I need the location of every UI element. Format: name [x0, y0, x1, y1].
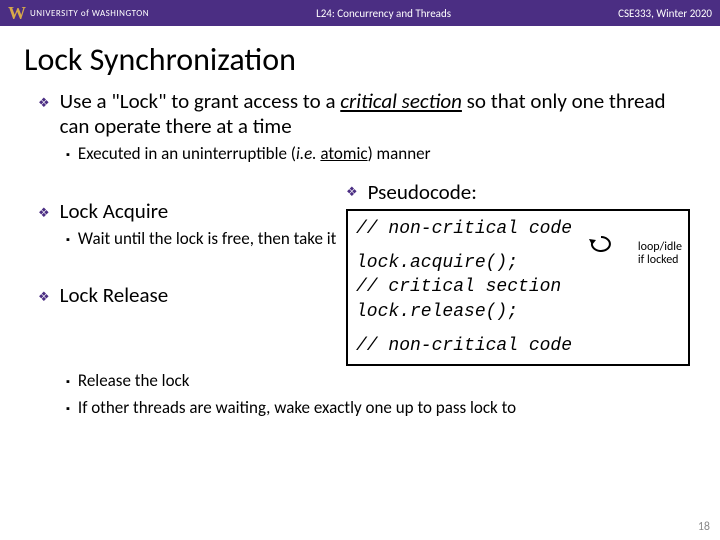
release-sub-bullets: ▪ Release the lock ▪ If other threads ar… [38, 370, 690, 419]
diamond-icon: ❖ [38, 96, 50, 111]
bullet-lock-intro: ❖ Use a "Lock" to grant access to a crit… [38, 89, 690, 139]
acquire-sub-text: Wait until the lock is free, then take i… [78, 228, 336, 249]
release-sub2-text: If other threads are waiting, wake exact… [78, 397, 516, 418]
course-label: CSE333, Winter 2020 [618, 7, 712, 20]
code-line: // non-critical code [356, 334, 680, 358]
uw-logo: W UNIVERSITY of WASHINGTON [8, 3, 149, 24]
code-line: lock.acquire(); [356, 251, 680, 275]
square-icon: ▪ [66, 233, 70, 246]
square-icon: ▪ [66, 402, 70, 415]
loop-annotation: loop/idle if locked [638, 241, 682, 267]
sub-bullet-acquire: ▪ Wait until the lock is free, then take… [66, 228, 338, 249]
code-line: lock.release(); [356, 300, 680, 324]
uw-w-icon: W [8, 3, 26, 24]
square-icon: ▪ [66, 148, 70, 161]
page-number: 18 [698, 520, 710, 534]
pseudocode-box: // non-critical code lock.acquire(); // … [346, 209, 690, 366]
right-column: ❖ Pseudocode: // non-critical code lock.… [346, 179, 690, 366]
slide-body: ❖ Use a "Lock" to grant access to a crit… [0, 89, 720, 419]
diamond-icon: ❖ [346, 185, 358, 200]
slide-title: Lock Synchronization [0, 26, 720, 89]
bullet-acquire: ❖ Lock Acquire [38, 199, 338, 224]
left-column: ❖ Lock Acquire ▪ Wait until the lock is … [38, 179, 338, 366]
bullet-text: Use a "Lock" to grant access to a critic… [60, 89, 690, 139]
release-label: Lock Release [60, 283, 169, 308]
release-sub1-text: Release the lock [78, 370, 190, 391]
uw-name: UNIVERSITY of WASHINGTON [30, 8, 149, 19]
sub-bullet-atomic: ▪ Executed in an uninterruptible (i.e. a… [66, 143, 690, 164]
slide-header: W UNIVERSITY of WASHINGTON L24: Concurre… [0, 0, 720, 26]
code-blank [356, 324, 680, 334]
bullet-release: ❖ Lock Release [38, 283, 338, 308]
pseudocode-label: Pseudocode: [368, 179, 477, 205]
code-line: // non-critical code [356, 217, 680, 241]
square-icon: ▪ [66, 375, 70, 388]
bullet-pseudocode: ❖ Pseudocode: [346, 179, 690, 205]
sub-bullet-text: Executed in an uninterruptible (i.e. ato… [78, 143, 431, 164]
two-column-region: ❖ Lock Acquire ▪ Wait until the lock is … [38, 179, 690, 366]
loop-arrow-icon [586, 233, 616, 255]
code-line: // critical section [356, 275, 680, 299]
diamond-icon: ❖ [38, 206, 50, 221]
sub-bullet-release-2: ▪ If other threads are waiting, wake exa… [66, 397, 690, 418]
lecture-label: L24: Concurrency and Threads [149, 7, 618, 20]
sub-bullet-release-1: ▪ Release the lock [66, 370, 690, 391]
code-blank [356, 241, 680, 251]
acquire-label: Lock Acquire [60, 199, 169, 224]
diamond-icon: ❖ [38, 290, 50, 305]
